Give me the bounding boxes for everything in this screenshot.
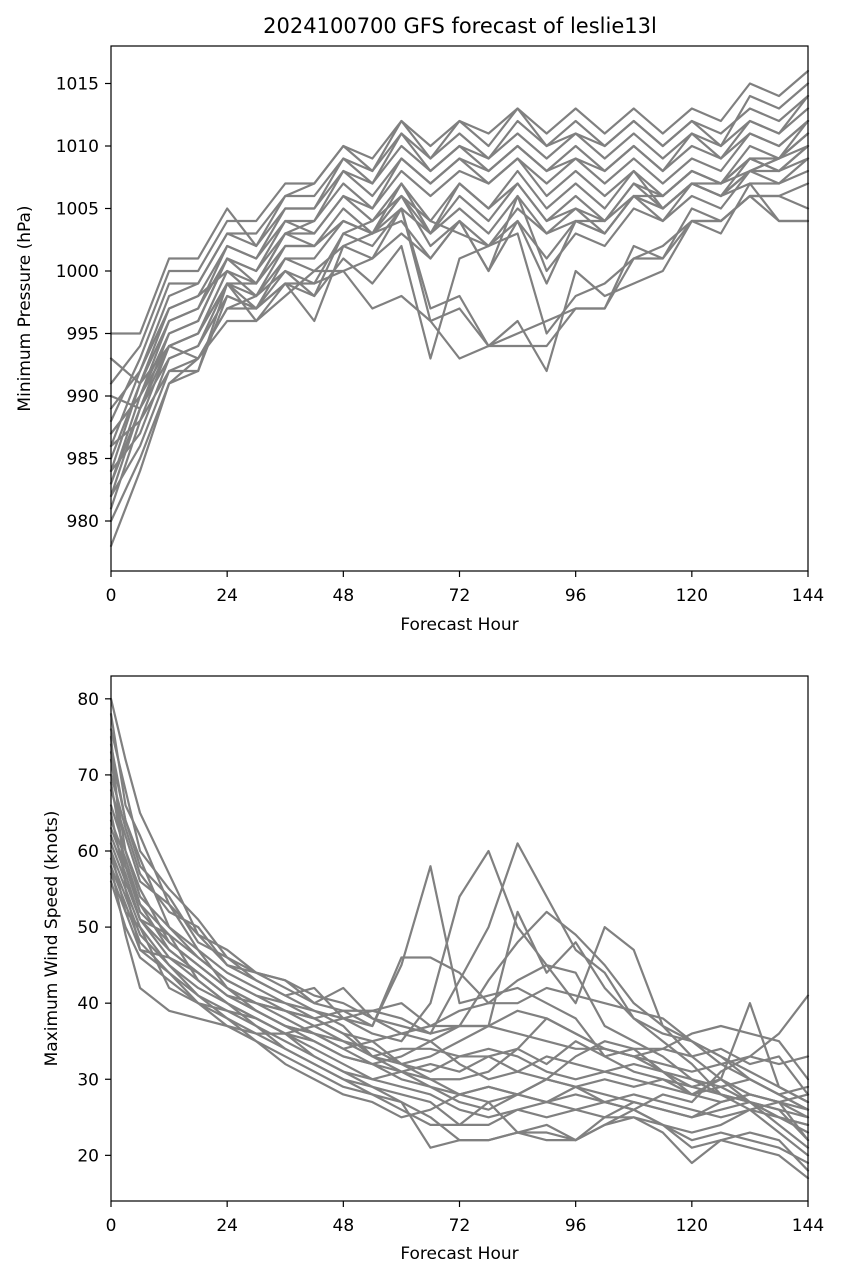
wind-x-axis-label: Forecast Hour: [400, 1244, 518, 1264]
pressure-y-tick-label: 1010: [56, 137, 99, 157]
wind-series-line-4: [109, 773, 810, 1111]
wind-y-tick-label: 20: [77, 1146, 99, 1166]
wind-x-tick-label: 48: [333, 1216, 355, 1236]
pressure-x-tick-label: 144: [792, 586, 824, 606]
pressure-x-tick-label: 24: [216, 586, 238, 606]
wind-x-tick-label: 96: [565, 1216, 587, 1236]
wind-series-line-15: [109, 880, 810, 1119]
wind-y-axis-label: Maximum Wind Speed (knots): [42, 811, 62, 1067]
wind-series-line-21: [109, 849, 810, 1104]
pressure-panel: 0 24 48 72 96 120 144 980 985 990 995 1000 1005 1010 1…: [15, 45, 824, 635]
wind-x-tick-label: 120: [676, 1216, 708, 1236]
pressure-x-tick-label: 96: [565, 586, 587, 606]
pressure-series-line-20: [109, 119, 810, 435]
wind-y-tick-label: 50: [77, 918, 99, 938]
wind-series-line-20: [109, 811, 810, 1119]
pressure-y-tick-label: 990: [67, 387, 99, 407]
wind-series-line-13: [109, 865, 810, 1172]
pressure-y-tick-label: 1000: [56, 262, 99, 282]
pressure-series-line-17: [109, 194, 810, 523]
wind-x-tick-label: 144: [792, 1216, 824, 1236]
wind-series-line-8: [109, 827, 810, 1104]
wind-y-tick-label: 60: [77, 842, 99, 862]
pressure-y-tick-label: 1015: [56, 75, 99, 95]
wind-series-line-23: [109, 735, 810, 1096]
wind-series-line-18: [109, 758, 810, 1111]
wind-plot-frame: [110, 675, 809, 1202]
wind-y-tick-label: 40: [77, 994, 99, 1014]
pressure-x-tick-label: 0: [106, 586, 117, 606]
pressure-x-tick-label: 72: [449, 586, 471, 606]
wind-x-tick-label: 0: [106, 1216, 117, 1236]
pressure-y-axis-label: Minimum Pressure (hPa): [15, 205, 35, 411]
wind-series-line-22: [109, 865, 810, 1073]
pressure-y-tick-label: 985: [67, 450, 99, 470]
pressure-series-line-18: [109, 194, 810, 548]
wind-y-tick-label: 80: [77, 690, 99, 710]
figure-title: 2024100700 GFS forecast of leslie13l: [263, 14, 657, 38]
wind-panel: 0 24 48 72 96 120 144 20 30 40 50 60 70 80 Forecast H…: [42, 675, 824, 1264]
wind-series-line-5: [109, 789, 810, 1149]
wind-x-tick-label: 24: [216, 1216, 238, 1236]
wind-series-line-3: [109, 750, 810, 1134]
wind-x-tick-label: 72: [449, 1216, 471, 1236]
pressure-y-tick-label: 995: [67, 325, 99, 345]
wind-y-tick-label: 70: [77, 766, 99, 786]
wind-series-line-17: [109, 743, 810, 1096]
pressure-y-tick-label: 980: [67, 512, 99, 532]
pressure-plot-frame: [110, 45, 809, 572]
wind-y-tick-label: 30: [77, 1070, 99, 1090]
pressure-y-tick-label: 1005: [56, 200, 99, 220]
pressure-x-axis-label: Forecast Hour: [400, 615, 518, 635]
wind-series-line-6: [109, 804, 810, 1157]
wind-series-line-2: [109, 728, 810, 1119]
wind-series-line-11: [109, 849, 810, 1165]
pressure-series-line-19: [109, 169, 810, 485]
pressure-x-tick-label: 120: [676, 586, 708, 606]
pressure-x-tick-label: 48: [333, 586, 355, 606]
